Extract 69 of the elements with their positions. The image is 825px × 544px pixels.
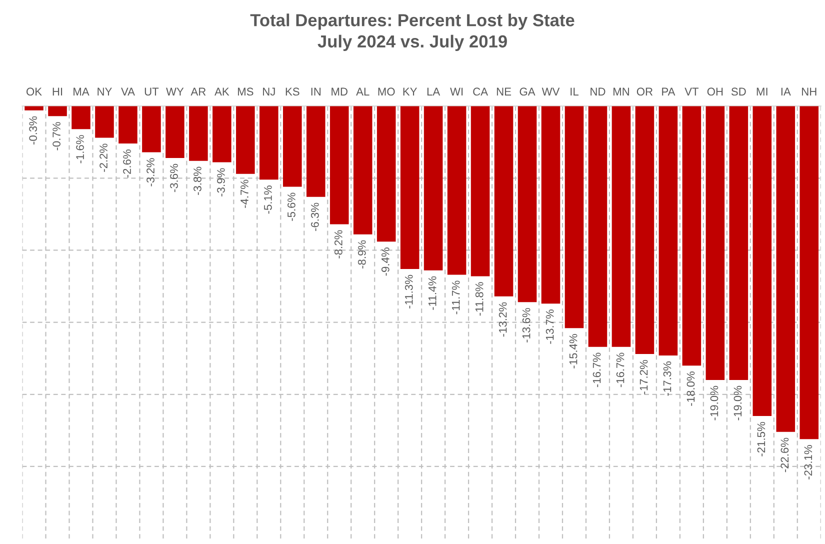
data-label: -17.3% bbox=[663, 361, 672, 396]
x-tick-label: KY bbox=[403, 88, 417, 96]
data-label: -6.3% bbox=[310, 202, 319, 231]
data-label: -16.7% bbox=[616, 352, 624, 388]
x-tick-label: VA bbox=[121, 88, 135, 96]
data-label: -11.3% bbox=[404, 274, 413, 308]
x-tick-label: MS bbox=[238, 88, 254, 96]
x-tick-label: AL bbox=[356, 88, 370, 96]
data-label: -2.6% bbox=[123, 150, 131, 178]
x-tick-label: NJ bbox=[263, 88, 275, 96]
data-label: -1.6% bbox=[76, 135, 84, 164]
data-label: -21.5% bbox=[757, 422, 766, 456]
data-label: -17.2% bbox=[640, 360, 648, 394]
x-tick-label: AR bbox=[190, 88, 206, 96]
data-label: -3.9% bbox=[217, 168, 225, 196]
data-label: -11.8% bbox=[475, 282, 484, 316]
x-tick-label: PA bbox=[662, 88, 676, 96]
x-tick-label: MA bbox=[74, 88, 90, 96]
data-label: -9.4% bbox=[381, 248, 390, 276]
x-tick-label: OH bbox=[707, 88, 723, 96]
x-tick-label: WI bbox=[450, 88, 463, 96]
x-tick-label: VT bbox=[684, 88, 699, 96]
data-label: -13.6% bbox=[522, 308, 530, 342]
data-label: -23.1% bbox=[804, 445, 812, 480]
data-label: -18.0% bbox=[686, 372, 695, 406]
x-tick-label: CA bbox=[473, 88, 488, 96]
chart-title: Total Departures: Percent Lost by State July 2024 vs. July 2019 bbox=[250, 14, 574, 51]
x-tick-label: KS bbox=[286, 88, 300, 96]
data-label: -4.7% bbox=[240, 180, 248, 208]
x-tick-label: IN bbox=[311, 88, 321, 96]
x-tick-label: IL bbox=[570, 88, 579, 96]
x-tick-label: MN bbox=[613, 88, 629, 96]
x-tick-label: NY bbox=[98, 88, 112, 96]
x-tick-label: IA bbox=[781, 88, 791, 96]
data-label: -0.3% bbox=[29, 116, 37, 144]
data-label: -5.1% bbox=[264, 186, 272, 214]
data-label: -13.7% bbox=[546, 310, 554, 344]
x-tick-label: UT bbox=[144, 88, 159, 96]
data-label: -5.6% bbox=[288, 192, 296, 221]
data-label: -8.9% bbox=[358, 240, 366, 268]
x-tick-label: WY bbox=[166, 88, 184, 96]
data-label: -16.7% bbox=[592, 352, 601, 388]
x-tick-label: OK bbox=[26, 88, 42, 96]
data-label: -3.2% bbox=[146, 158, 154, 186]
x-tick-label: HI bbox=[52, 88, 62, 96]
data-label: -8.2% bbox=[334, 230, 342, 258]
x-tick-label: NH bbox=[802, 88, 816, 96]
x-tick-label: SD bbox=[731, 88, 746, 96]
x-tick-label: WV bbox=[542, 88, 560, 96]
x-tick-label: ND bbox=[590, 88, 606, 96]
x-tick-label: LA bbox=[427, 88, 440, 96]
data-label: -19.0% bbox=[734, 386, 742, 420]
data-label: -2.2% bbox=[100, 144, 108, 172]
data-label: -3.8% bbox=[194, 166, 202, 195]
data-label: -19.0% bbox=[710, 386, 718, 420]
x-tick-label: NE bbox=[496, 88, 512, 96]
x-tick-label: OR bbox=[636, 88, 653, 96]
x-tick-label: MI bbox=[756, 88, 768, 96]
x-tick-label: AK bbox=[214, 88, 230, 96]
data-label: -11.7% bbox=[452, 280, 460, 314]
data-label: -3.6% bbox=[170, 164, 178, 192]
data-label: -22.6% bbox=[780, 438, 789, 472]
x-tick-label: MO bbox=[378, 88, 395, 96]
data-label: -13.2% bbox=[498, 302, 507, 337]
data-label: -0.7% bbox=[52, 122, 60, 150]
x-tick-label: GA bbox=[520, 88, 536, 96]
x-tick-label: MD bbox=[332, 88, 348, 96]
data-label: -15.4% bbox=[569, 334, 578, 368]
data-label: -11.4% bbox=[428, 276, 436, 310]
